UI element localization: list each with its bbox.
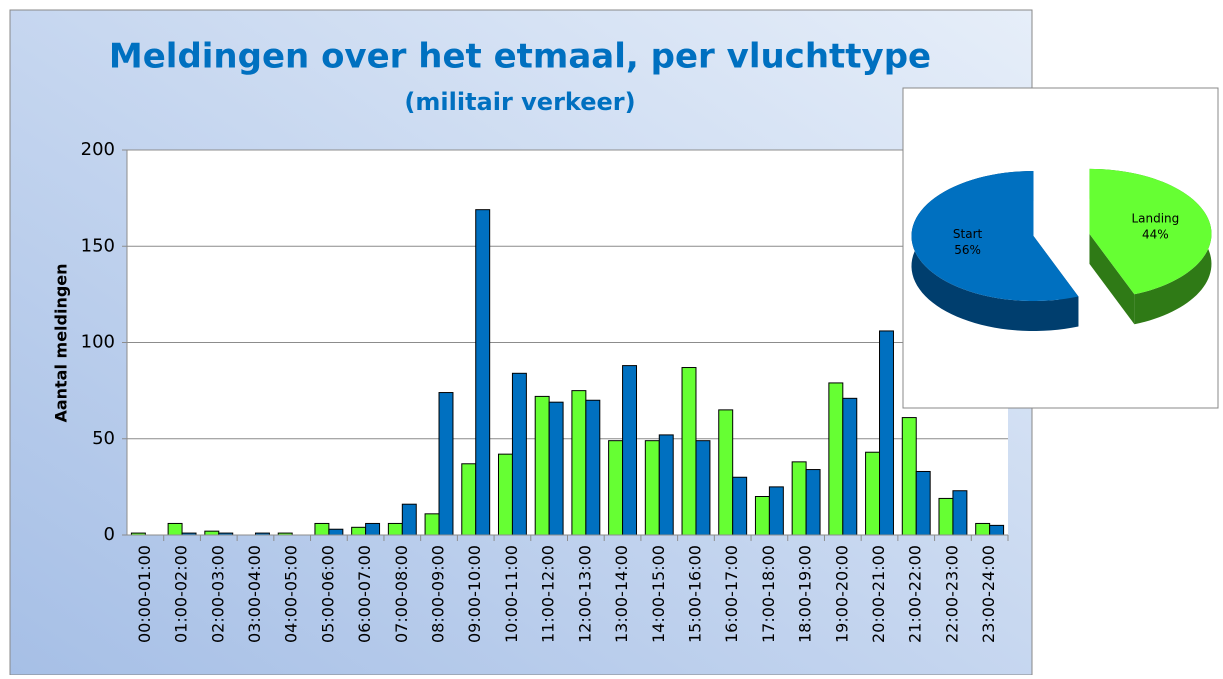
x-tick-label: 03:00-04:00	[245, 545, 264, 643]
y-tick-label: 100	[81, 332, 115, 353]
x-tick-label: 05:00-06:00	[318, 545, 337, 643]
x-tick-label: 22:00-23:00	[942, 545, 961, 643]
x-tick-label: 06:00-07:00	[355, 545, 374, 643]
x-tick-label: 18:00-19:00	[796, 545, 815, 643]
bar	[718, 409, 734, 536]
bar	[791, 461, 807, 536]
bar	[732, 476, 748, 536]
x-tick-label: 19:00-20:00	[832, 545, 851, 643]
bar	[608, 440, 624, 536]
bar	[842, 397, 858, 536]
pie-label: Landing	[1131, 212, 1179, 226]
bar	[511, 372, 527, 536]
y-tick-label: 0	[104, 524, 115, 545]
bar	[901, 417, 917, 536]
bar	[571, 390, 587, 536]
bar	[828, 382, 844, 536]
bar	[695, 440, 711, 536]
x-tick-label: 17:00-18:00	[759, 545, 778, 643]
pie-slice	[1089, 168, 1212, 295]
bar-layer: 0 50 100 150 200 00:00-01:00 01:00-02:00 02:00-…	[81, 139, 1009, 643]
bar	[681, 367, 697, 536]
x-tick-label: 16:00-17:00	[722, 545, 741, 643]
pie-value-label: 44%	[1142, 228, 1169, 242]
pie-label: Start	[953, 227, 983, 241]
y-tick-label: 150	[81, 235, 115, 256]
bar	[461, 463, 477, 536]
bar	[865, 451, 881, 536]
bar	[658, 434, 674, 536]
chart-title: Meldingen over het etmaal, per vluchttyp…	[109, 37, 931, 77]
x-tick-label: 08:00-09:00	[429, 545, 448, 643]
bar	[534, 395, 550, 536]
bar	[622, 365, 638, 536]
bar	[548, 401, 564, 536]
x-tick-label: 23:00-24:00	[979, 545, 998, 643]
bar	[644, 440, 660, 536]
bar	[805, 469, 821, 536]
x-tick-label: 02:00-03:00	[208, 545, 227, 643]
pie-layer: Start 56% Landing 44%	[911, 168, 1212, 331]
bar	[768, 486, 784, 536]
y-axis-label: Aantal meldingen	[52, 263, 71, 422]
bar	[438, 392, 454, 536]
bar	[879, 330, 894, 536]
x-tick-label: 07:00-08:00	[392, 545, 411, 643]
x-tick-label: 10:00-11:00	[502, 545, 521, 643]
x-tick-label: 04:00-05:00	[282, 545, 301, 643]
x-tick-label: 09:00-10:00	[465, 545, 484, 643]
bar	[365, 522, 381, 536]
pie-edge	[1089, 233, 1135, 325]
bar	[328, 528, 344, 536]
x-tick-label: 00:00-01:00	[135, 545, 154, 643]
x-tick-label: 01:00-02:00	[172, 545, 191, 643]
bar	[314, 522, 330, 536]
pie-slice	[911, 171, 1079, 301]
bar	[952, 490, 968, 536]
bar	[975, 522, 991, 536]
bar	[585, 399, 601, 536]
x-tick-label: 11:00-12:00	[539, 545, 558, 643]
chart-subtitle: (militair verkeer)	[404, 88, 635, 116]
x-tick-label: 21:00-22:00	[906, 545, 925, 643]
bar	[204, 530, 220, 536]
bar	[497, 453, 513, 536]
bar	[754, 496, 770, 536]
y-tick-label: 200	[81, 139, 115, 160]
pie-value-label: 56%	[954, 243, 981, 257]
bar	[167, 522, 183, 536]
x-tick-label: 12:00-13:00	[575, 545, 594, 643]
x-tick-label: 15:00-16:00	[685, 545, 704, 643]
x-tick-label: 14:00-15:00	[649, 545, 668, 643]
bar	[475, 209, 491, 536]
y-tick-label: 50	[92, 428, 115, 449]
x-tick-label: 13:00-14:00	[612, 545, 631, 643]
bar	[938, 497, 954, 536]
bar	[401, 503, 417, 536]
x-tick-label: 20:00-21:00	[869, 545, 888, 643]
bar	[351, 526, 367, 536]
bar	[387, 522, 403, 536]
bar	[915, 470, 931, 536]
bar	[424, 513, 440, 536]
bar	[989, 524, 1005, 536]
